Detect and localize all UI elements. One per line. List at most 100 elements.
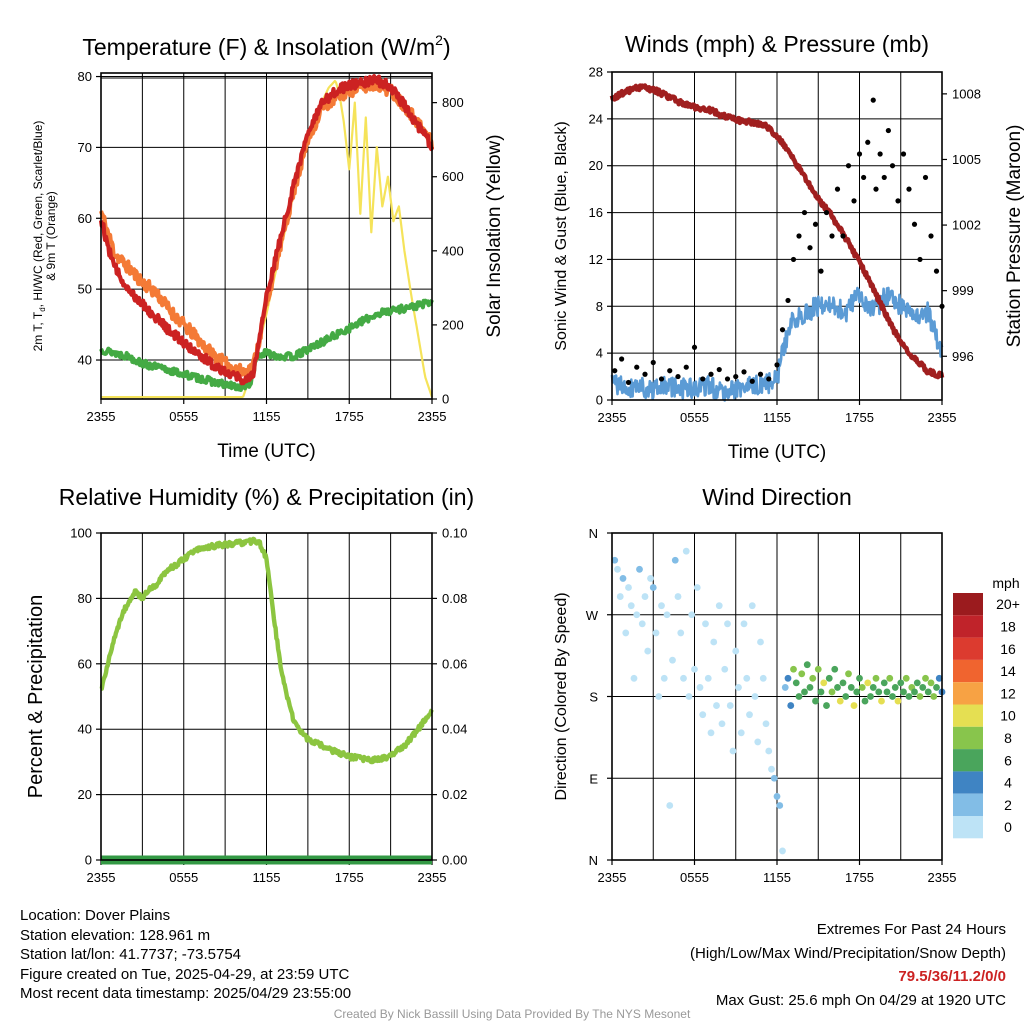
direction-point — [616, 593, 624, 600]
humidity-xtick-label: 2355 — [418, 870, 447, 885]
winds-ytick-label: 0 — [596, 393, 603, 408]
direction-point — [658, 602, 665, 610]
direction-point — [751, 693, 759, 700]
gust-point — [650, 359, 656, 366]
direction-point — [922, 674, 929, 682]
direction-point — [845, 670, 852, 678]
temperature-xtick-label: 0555 — [169, 409, 198, 424]
gust-point — [796, 233, 802, 239]
direction-point — [762, 720, 770, 728]
direction-point — [930, 693, 938, 700]
direction-point — [619, 575, 627, 582]
gust-point — [845, 163, 852, 169]
gust-point — [700, 376, 706, 382]
direction-point — [724, 620, 731, 628]
direction-point — [869, 684, 877, 691]
legend-label: 12 — [1000, 685, 1016, 701]
winds-title: Winds (mph) & Pressure (mb) — [625, 31, 929, 57]
direction-point — [839, 679, 847, 687]
gust-point — [612, 368, 618, 374]
temperature-title: Temperature (F) & Insolation (W/m2) — [82, 32, 450, 60]
direction-point — [864, 679, 872, 687]
winds-grid — [611, 72, 943, 400]
gust-point — [807, 245, 813, 251]
direction-point — [886, 674, 894, 682]
direction-point — [691, 665, 698, 673]
direction-point — [933, 684, 940, 691]
temperature-ytick-label: 60 — [78, 211, 92, 226]
winds-ytick-label: 16 — [589, 205, 603, 220]
gust-point — [928, 233, 934, 239]
direction-point — [792, 679, 800, 687]
direction-point — [729, 747, 737, 755]
direction-ytick-label: E — [589, 771, 598, 786]
direction-point — [699, 711, 707, 719]
temperature-xtick-label: 1155 — [253, 409, 281, 424]
legend-swatch — [953, 771, 983, 794]
gust-point — [889, 163, 896, 169]
direction-point — [850, 702, 858, 709]
gust-point — [658, 376, 665, 382]
gust-point — [757, 371, 764, 377]
direction-point — [814, 665, 822, 673]
direction-point — [883, 688, 891, 696]
humidity-y2tick-label: 0.06 — [442, 656, 467, 671]
extremes-subtitle: (High/Low/Max Wind/Precipitation/Snow De… — [690, 944, 1006, 962]
temperature-y2tick-label: 0 — [442, 392, 449, 407]
gust-point — [812, 221, 819, 227]
direction-point — [801, 688, 808, 696]
direction-point — [735, 684, 742, 691]
direction-point — [798, 670, 806, 678]
gust-point — [906, 186, 912, 192]
created-text: Figure created on Tue, 2025-04-29, at 23… — [20, 965, 350, 983]
gust-point — [749, 378, 755, 384]
humidity-ytick-label: 80 — [78, 591, 92, 606]
direction-point — [875, 688, 883, 696]
gust-point — [861, 174, 867, 181]
direction-point — [831, 665, 839, 673]
winds-ytick-label: 20 — [589, 158, 603, 173]
temperature-series-td — [99, 298, 434, 392]
humidity-ytick-label: 40 — [78, 722, 92, 737]
direction-point — [630, 674, 638, 682]
gust-point — [917, 256, 923, 263]
legend-label: 20+ — [996, 596, 1020, 612]
direction-point — [842, 693, 850, 700]
gust-point — [911, 221, 918, 227]
legend-swatch — [953, 726, 983, 750]
legend-label: 0 — [1004, 819, 1012, 835]
direction-point — [754, 738, 762, 746]
direction-point — [644, 647, 652, 655]
direction-point — [919, 684, 927, 691]
gust-point — [625, 379, 632, 386]
direction-point — [891, 684, 899, 691]
gust-point — [683, 364, 689, 370]
legend-label: 16 — [1000, 641, 1016, 657]
winds-frame — [611, 71, 943, 401]
timestamp-text: Most recent data timestamp: 2025/04/29 2… — [20, 985, 352, 1003]
gust-point — [877, 151, 883, 157]
direction-xtick-label: 2355 — [928, 870, 957, 885]
winds-ytick-label: 8 — [596, 299, 603, 314]
direction-point — [743, 674, 751, 682]
legend-swatch — [953, 682, 983, 705]
direction-point — [820, 679, 828, 687]
gust-point — [774, 362, 780, 368]
legend-label: 4 — [1004, 775, 1012, 791]
direction-point — [669, 656, 676, 664]
winds-ylabel: Sonic Wind & Gust (Blue, Black) — [553, 121, 570, 350]
winds-ytick-label: 12 — [589, 252, 603, 267]
direction-point — [784, 674, 792, 682]
humidity-series-rh — [99, 536, 434, 765]
humidity-y2tick-label: 0.04 — [442, 722, 467, 737]
direction-point — [641, 593, 649, 600]
direction-point — [757, 638, 764, 646]
temperature-y2tick-label: 600 — [442, 169, 464, 184]
gust-point — [900, 151, 907, 157]
legend-label: 8 — [1004, 730, 1012, 746]
humidity-ytick-label: 0 — [85, 853, 92, 868]
elevation-text: Station elevation: 128.961 m — [20, 926, 211, 944]
gust-point — [895, 198, 901, 204]
direction-point — [889, 693, 896, 700]
gust-point — [865, 139, 871, 145]
